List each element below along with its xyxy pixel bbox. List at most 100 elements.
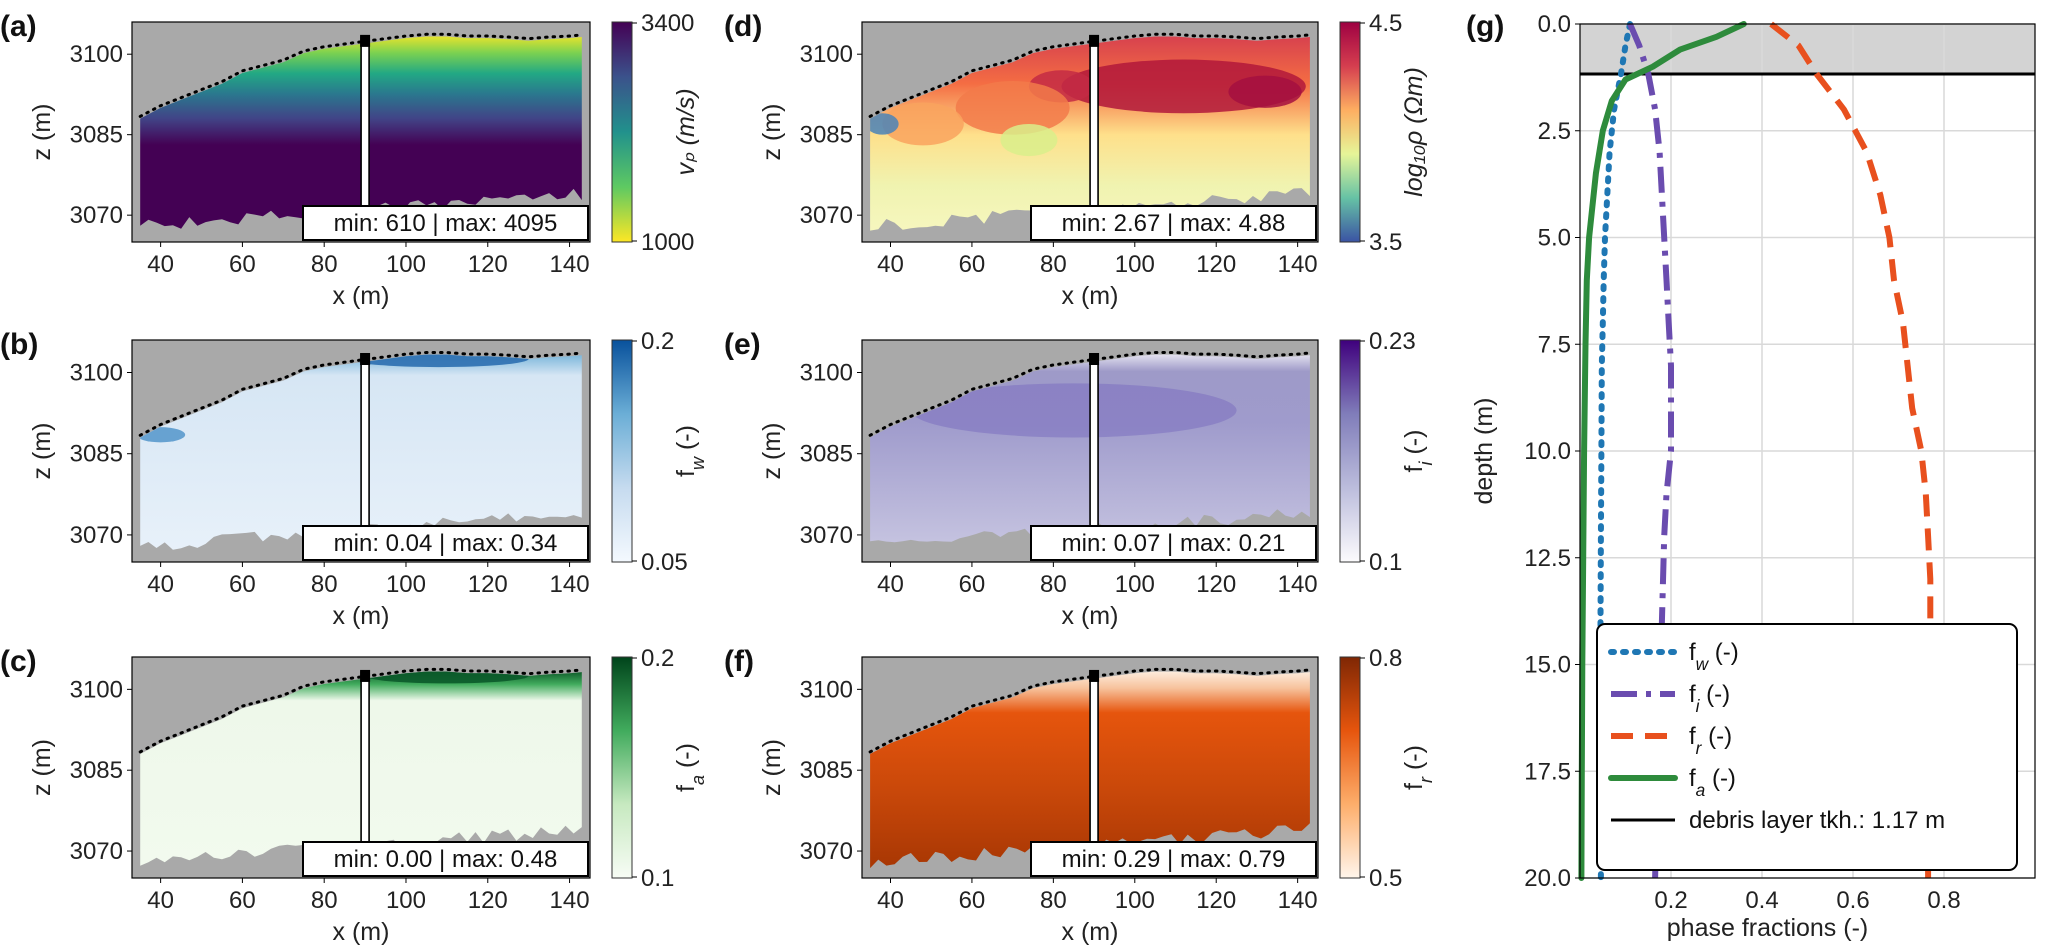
borehole: [1089, 671, 1099, 847]
tomography-panels: 40 60 80 100 120 140 3070 3085 3100 x (m) z (m) (a)…: [0, 10, 1436, 945]
x-tick-label: 60: [959, 571, 986, 598]
colorbar-label: fa (-): [672, 743, 708, 792]
ice-anomaly: [910, 383, 1237, 438]
x-tick-label: 120: [468, 571, 508, 598]
legend: fw (-) fi (-) fr (-) fa (-) debris layer tkh…: [1596, 623, 2018, 871]
colorbar-label: fr (-): [1400, 745, 1436, 790]
stats-box: min: 0.29 | max: 0.79: [1030, 841, 1317, 877]
series-line-dotted: [1597, 21, 1633, 881]
legend-label: fi (-): [1689, 681, 1730, 716]
stats-box: min: 0.00 | max: 0.48: [302, 841, 589, 877]
x-tick-label: 120: [1196, 251, 1236, 278]
colorbar: [1339, 21, 1361, 243]
stats-text: min: 0.04 | max: 0.34: [334, 530, 558, 557]
x-tick-label: 120: [1196, 571, 1236, 598]
x-axis-label: x (m): [1062, 282, 1119, 310]
y-tick-label: 3100: [800, 41, 853, 68]
colorbar-label: vₚ (m/s): [672, 88, 700, 175]
x-tick-label: 0.4: [1745, 887, 1778, 914]
x-tick-label: 60: [229, 571, 256, 598]
x-axis-label: x (m): [333, 282, 390, 310]
x-tick-label: 0.2: [1654, 887, 1687, 914]
legend-label: debris layer tkh.: 1.17 m: [1689, 807, 1945, 834]
y-tick-label: 5.0: [1538, 225, 1571, 252]
y-tick-label: 3100: [70, 676, 123, 703]
series-line-dashed: [1769, 21, 1934, 878]
y-tick-label: 3100: [800, 359, 853, 386]
panel-a: 40 60 80 100 120 140 3070 3085 3100 x (m) z (m) (a)…: [0, 10, 700, 310]
x-tick-label: 80: [1040, 887, 1067, 914]
panel-letter: (e): [724, 328, 761, 361]
x-tick-label: 100: [386, 251, 426, 278]
y-tick-label: 3100: [70, 41, 123, 68]
x-tick-label: 0.6: [1836, 887, 1869, 914]
panel-e: 40 60 80 100 120 140 3070 3085 3100 x (m) z (m) (e)…: [724, 328, 1436, 630]
stats-frame: [1030, 205, 1317, 241]
x-tick-label: 100: [1115, 251, 1155, 278]
colorbar-min-label: 0.5: [1369, 865, 1402, 892]
borehole-top: [1089, 34, 1100, 47]
y-tick-label: 3100: [800, 676, 853, 703]
y-tick-label: 3070: [800, 202, 853, 229]
colorbar-max-label: 4.5: [1369, 10, 1402, 37]
legend-label: fa (-): [1689, 765, 1736, 800]
y-axis-label: z (m): [28, 104, 56, 161]
x-tick-label: 40: [877, 571, 904, 598]
x-tick-label: 80: [311, 571, 338, 598]
topography-line: [868, 351, 1312, 437]
stats-text: min: 0.29 | max: 0.79: [1062, 846, 1286, 873]
panel-letter: (f): [724, 645, 754, 678]
panel-frame: [131, 339, 591, 563]
x-tick-label: 140: [550, 887, 590, 914]
y-tick-label: 3100: [70, 359, 123, 386]
resistivity-anomaly: [882, 102, 964, 146]
y-axis-label: z (m): [758, 104, 786, 161]
panel-letter: (g): [1466, 10, 1504, 43]
x-axis-label: x (m): [333, 918, 390, 945]
x-tick-label: 80: [1040, 251, 1067, 278]
y-tick-label: 3085: [70, 441, 123, 468]
panel-letter: (c): [0, 645, 37, 678]
legend-label: fr (-): [1689, 723, 1732, 758]
x-tick-label: 140: [550, 571, 590, 598]
x-tick-label: 120: [468, 251, 508, 278]
x-tick-label: 40: [147, 887, 174, 914]
resistivity-anomaly: [955, 81, 1070, 135]
y-tick-label: 0.0: [1538, 11, 1571, 38]
panel-letter: (d): [724, 10, 762, 43]
y-tick-label: 15.0: [1524, 652, 1571, 679]
stats-text: min: 0.00 | max: 0.48: [334, 846, 558, 873]
panel-letter: (a): [0, 10, 37, 43]
y-tick-label: 3070: [70, 202, 123, 229]
x-tick-label: 40: [147, 571, 174, 598]
profile-panel-g: 0.2 0.4 0.6 0.8 0.0 2.5 5.0 7.5 10.0 12.5 15.0 17.5…: [1466, 10, 2036, 942]
x-tick-label: 40: [877, 251, 904, 278]
x-axis-label: x (m): [1062, 918, 1119, 945]
x-tick-label: 60: [229, 887, 256, 914]
x-tick-label: 60: [229, 251, 256, 278]
colorbar-label: fi (-): [1400, 430, 1436, 473]
borehole: [1089, 36, 1099, 211]
y-tick-label: 2.5: [1538, 118, 1571, 145]
x-tick-label: 80: [1040, 571, 1067, 598]
stats-frame: [1030, 525, 1317, 561]
colorbar: [611, 21, 633, 243]
y-tick-label: 3070: [800, 838, 853, 865]
x-tick-label: 100: [1115, 571, 1155, 598]
x-tick-label: 140: [1278, 251, 1318, 278]
legend-label: fw (-): [1689, 639, 1739, 674]
colorbar-max-label: 0.23: [1369, 328, 1416, 355]
stats-text: min: 0.07 | max: 0.21: [1062, 530, 1286, 557]
topography-line: [868, 667, 1312, 754]
panel-c: 40 60 80 100 120 140 3070 3085 3100 x (m) z (m) (c)…: [0, 645, 708, 945]
y-tick-label: 7.5: [1538, 331, 1571, 358]
y-axis-label: z (m): [28, 739, 56, 796]
x-tick-label: 80: [311, 887, 338, 914]
panel-frame: [131, 656, 591, 879]
x-tick-label: 60: [959, 251, 986, 278]
borehole-top: [360, 352, 371, 365]
y-tick-label: 3085: [70, 757, 123, 784]
stats-box: min: 0.07 | max: 0.21: [1030, 525, 1317, 561]
y-tick-label: 20.0: [1524, 865, 1571, 892]
